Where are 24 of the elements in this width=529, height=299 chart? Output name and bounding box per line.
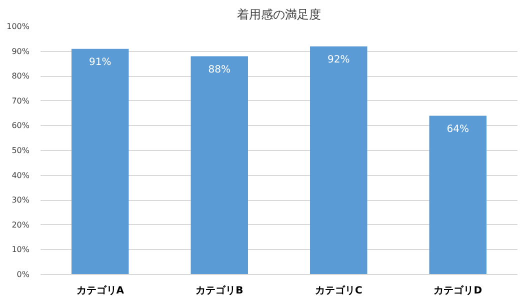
x-tick-label: カテゴリA <box>76 284 124 296</box>
y-tick-label: 90% <box>12 46 30 56</box>
data-label: 92% <box>328 54 350 66</box>
y-tick-label: 100% <box>6 22 30 31</box>
y-tick-label: 0% <box>16 270 30 279</box>
y-tick-label: 80% <box>12 72 30 81</box>
y-tick-label: 60% <box>12 121 30 130</box>
x-tick-label: カテゴリC <box>314 284 362 296</box>
y-tick-label: 30% <box>12 196 30 205</box>
y-tick-label: 20% <box>12 220 30 230</box>
bar <box>190 56 248 274</box>
bar <box>310 46 368 274</box>
x-tick-label: カテゴリD <box>434 284 482 296</box>
bar <box>72 48 129 274</box>
data-label: 91% <box>89 56 112 68</box>
bar <box>429 116 486 274</box>
y-tick-label: 50% <box>12 146 30 155</box>
y-tick-label: 70% <box>12 96 30 106</box>
data-label: 88% <box>208 64 230 76</box>
chart-title: 着用感の満足度 <box>237 8 321 22</box>
y-tick-label: 10% <box>12 245 30 254</box>
data-label: 64% <box>446 124 469 135</box>
y-tick-label: 40% <box>12 170 30 180</box>
x-tick-label: カテゴリB <box>196 284 244 296</box>
